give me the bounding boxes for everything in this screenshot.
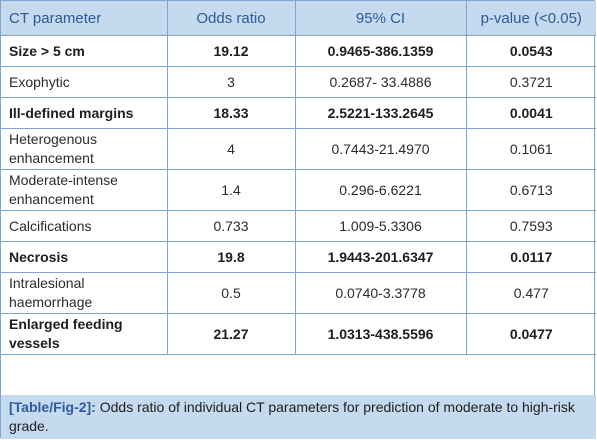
caption-text: Odds ratio of individual CT parameters f… [9, 399, 575, 434]
cell-p-value: 0.477 [466, 272, 596, 314]
cell-ci: 0.296-6.6221 [295, 169, 467, 211]
cell-p-value: 0.7593 [466, 210, 596, 242]
table-row: Enlarged feeding vessels 21.27 1.0313-43… [1, 313, 596, 355]
cell-ci: 1.9443-201.6347 [295, 241, 467, 273]
table-row: Necrosis 19.8 1.9443-201.6347 0.0117 [1, 241, 596, 273]
cell-p-value: 0.6713 [466, 169, 596, 211]
cell-p-value: 0.0543 [466, 35, 596, 67]
header-ci: 95% CI [295, 1, 467, 36]
cell-odds-ratio: 0.733 [167, 210, 296, 242]
header-p-value: p-value (<0.05) [466, 1, 596, 36]
cell-odds-ratio: 18.33 [167, 97, 296, 129]
table-row: Size > 5 cm 19.12 0.9465-386.1359 0.0543 [1, 35, 596, 67]
cell-ci: 0.0740-3.3778 [295, 272, 467, 314]
cell-odds-ratio: 3 [167, 66, 296, 98]
cell-parameter: Moderate-intense enhancement [1, 169, 168, 211]
cell-ci: 2.5221-133.2645 [295, 97, 467, 129]
cell-p-value: 0.0041 [466, 97, 596, 129]
table-row: Calcifications 0.733 1.009-5.3306 0.7593 [1, 210, 596, 242]
cell-ci: 0.7443-21.4970 [295, 128, 467, 170]
header-odds-ratio: Odds ratio [167, 1, 296, 36]
cell-parameter: Calcifications [1, 210, 168, 242]
caption-label: [Table/Fig-2]: [9, 399, 96, 415]
ct-parameters-table: CT parameter Odds ratio 95% CI p-value (… [1, 1, 596, 355]
cell-parameter: Intralesional haemorrhage [1, 272, 168, 314]
cell-parameter: Size > 5 cm [1, 35, 168, 67]
cell-parameter: Exophytic [1, 66, 168, 98]
cell-parameter: Heterogenous enhancement [1, 128, 168, 170]
cell-ci: 0.2687- 33.4886 [295, 66, 467, 98]
table-row: Intralesional haemorrhage 0.5 0.0740-3.3… [1, 272, 596, 314]
figure-caption: [Table/Fig-2]: Odds ratio of individual … [1, 395, 596, 439]
table-row: Exophytic 3 0.2687- 33.4886 0.3721 [1, 66, 596, 98]
cell-odds-ratio: 4 [167, 128, 296, 170]
cell-p-value: 0.0117 [466, 241, 596, 273]
table-row: Moderate-intense enhancement 1.4 0.296-6… [1, 169, 596, 211]
cell-odds-ratio: 19.12 [167, 35, 296, 67]
cell-ci: 1.0313-438.5596 [295, 313, 467, 355]
header-ct-parameter: CT parameter [1, 1, 168, 36]
cell-parameter: Enlarged feeding vessels [1, 313, 168, 355]
cell-odds-ratio: 0.5 [167, 272, 296, 314]
cell-odds-ratio: 21.27 [167, 313, 296, 355]
cell-ci: 1.009-5.3306 [295, 210, 467, 242]
cell-parameter: Necrosis [1, 241, 168, 273]
table-row: Ill-defined margins 18.33 2.5221-133.264… [1, 97, 596, 129]
cell-parameter: Ill-defined margins [1, 97, 168, 129]
cell-p-value: 0.3721 [466, 66, 596, 98]
cell-p-value: 0.0477 [466, 313, 596, 355]
cell-odds-ratio: 19.8 [167, 241, 296, 273]
cell-ci: 0.9465-386.1359 [295, 35, 467, 67]
cell-odds-ratio: 1.4 [167, 169, 296, 211]
table-row: Heterogenous enhancement 4 0.7443-21.497… [1, 128, 596, 170]
cell-p-value: 0.1061 [466, 128, 596, 170]
header-row: CT parameter Odds ratio 95% CI p-value (… [1, 1, 596, 36]
